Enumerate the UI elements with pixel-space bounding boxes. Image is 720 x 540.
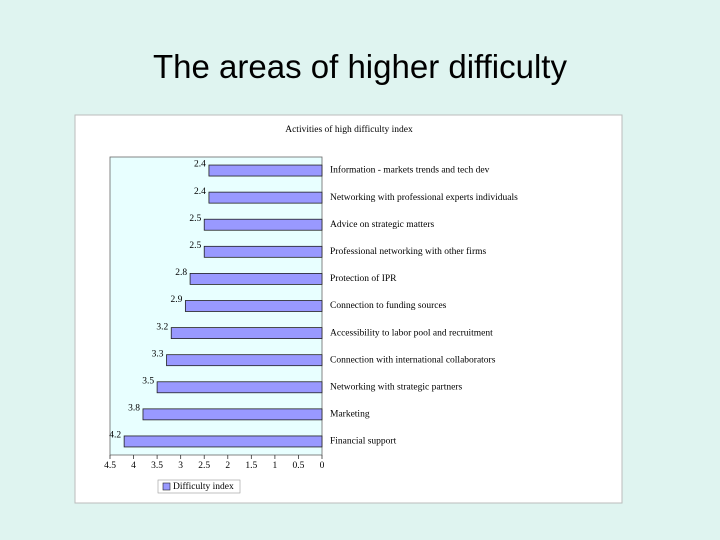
y-tick-label: Networking with strategic partners [330,382,462,392]
legend-box [157,479,241,494]
data-label: 3.3 [152,349,164,359]
x-tick-label: 3.5 [151,461,163,471]
y-tick-label: Connection with international collaborat… [330,355,496,365]
data-label: 3.5 [142,376,154,386]
data-label: 3.2 [156,322,168,332]
bar [208,191,323,204]
bar [170,327,323,339]
x-tick-label: 1.5 [245,461,257,471]
y-tick-label: Professional networking with other firms [330,246,487,257]
x-tick-label: 0.5 [293,461,305,471]
y-tick-label: Protection of IPR [330,273,397,284]
x-tick-label: 2.5 [198,461,210,471]
x-tick-label: 1 [273,461,278,471]
data-label: 2.8 [175,268,187,278]
data-label: 2.9 [171,295,183,305]
y-tick-label: Advice on strategic matters [330,220,435,230]
legend-label: Difficulty index [173,481,234,492]
bar [123,435,323,448]
x-tick-label: 4.5 [104,461,116,471]
bar [142,408,323,421]
data-label: 2.4 [194,160,206,170]
y-tick-label: Information - markets trends and tech de… [330,165,490,176]
data-label: 4.2 [109,431,121,441]
data-label: 2.5 [189,214,201,224]
x-tick-label: 2 [225,461,230,471]
y-tick-label: Marketing [330,410,370,420]
bar [203,218,323,231]
x-tick-label: 3 [178,461,183,471]
y-tick-label: Networking with professional experts ind… [330,192,518,203]
y-tick-label: Connection to funding sources [330,300,447,311]
data-label: 2.5 [189,241,201,251]
legend-swatch [162,482,171,491]
bar [208,164,323,177]
bar [184,300,323,312]
slide-title: The areas of higher difficulty [153,48,567,85]
bar [166,354,323,367]
y-tick-label: Accessibility to labor pool and recruitm… [330,328,493,338]
bar [203,245,323,258]
data-label: 3.8 [128,404,140,414]
bar [156,381,323,394]
x-tick-label: 4 [131,461,136,471]
bar [189,273,323,285]
data-label: 2.4 [194,187,206,197]
y-tick-label: Financial support [330,437,397,447]
chart-title: Activities of high difficulty index [285,124,413,135]
x-tick-label: 0 [320,461,325,471]
